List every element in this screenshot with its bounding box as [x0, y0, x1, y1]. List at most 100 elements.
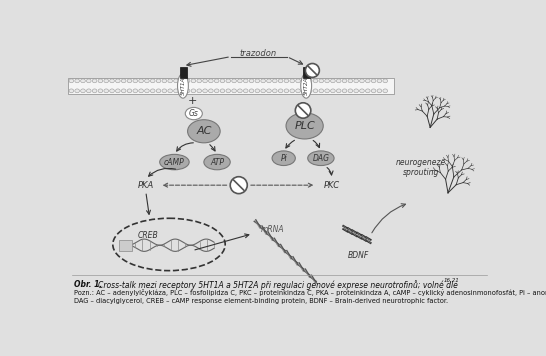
- Ellipse shape: [185, 108, 203, 120]
- Ellipse shape: [86, 89, 91, 93]
- Ellipse shape: [365, 79, 370, 83]
- Ellipse shape: [92, 79, 97, 83]
- Ellipse shape: [383, 89, 388, 93]
- Ellipse shape: [290, 89, 294, 93]
- Ellipse shape: [244, 89, 248, 93]
- Ellipse shape: [104, 89, 109, 93]
- Ellipse shape: [255, 79, 260, 83]
- Text: Gs: Gs: [189, 109, 199, 118]
- Text: BDNF: BDNF: [348, 251, 370, 260]
- Ellipse shape: [336, 89, 341, 93]
- Ellipse shape: [354, 89, 359, 93]
- Ellipse shape: [325, 89, 329, 93]
- Ellipse shape: [272, 79, 277, 83]
- Ellipse shape: [69, 89, 74, 93]
- Circle shape: [230, 177, 247, 194]
- Ellipse shape: [226, 79, 230, 83]
- Text: +: +: [188, 96, 197, 106]
- Ellipse shape: [188, 120, 220, 143]
- Ellipse shape: [75, 89, 80, 93]
- Ellipse shape: [145, 79, 149, 83]
- Ellipse shape: [116, 89, 120, 93]
- Ellipse shape: [139, 79, 144, 83]
- Ellipse shape: [81, 79, 85, 83]
- Ellipse shape: [150, 79, 155, 83]
- Ellipse shape: [266, 89, 271, 93]
- Text: PKC: PKC: [324, 181, 340, 190]
- Ellipse shape: [249, 79, 254, 83]
- Ellipse shape: [354, 79, 359, 83]
- Ellipse shape: [215, 79, 219, 83]
- Text: 16,21: 16,21: [444, 278, 460, 283]
- Ellipse shape: [226, 89, 230, 93]
- Ellipse shape: [342, 89, 347, 93]
- Ellipse shape: [255, 89, 260, 93]
- Ellipse shape: [307, 89, 312, 93]
- Ellipse shape: [371, 89, 376, 93]
- Ellipse shape: [284, 89, 289, 93]
- Ellipse shape: [330, 89, 335, 93]
- Ellipse shape: [133, 79, 138, 83]
- Ellipse shape: [92, 89, 97, 93]
- Bar: [68, 78, 394, 94]
- Ellipse shape: [307, 79, 312, 83]
- Text: PKA: PKA: [138, 181, 154, 190]
- Text: mRNA: mRNA: [260, 225, 284, 234]
- Ellipse shape: [325, 79, 329, 83]
- Ellipse shape: [180, 89, 184, 93]
- Bar: [303, 67, 310, 78]
- Ellipse shape: [360, 89, 364, 93]
- Ellipse shape: [296, 79, 300, 83]
- Text: DAG – diacylglycerol, CREB – cAMP response element-binding protein, BDNF – Brain: DAG – diacylglycerol, CREB – cAMP respon…: [74, 298, 449, 304]
- Text: PLC: PLC: [294, 121, 315, 131]
- Ellipse shape: [127, 89, 132, 93]
- Circle shape: [295, 103, 311, 118]
- Circle shape: [305, 63, 319, 77]
- Ellipse shape: [220, 89, 225, 93]
- Bar: [120, 240, 132, 251]
- Ellipse shape: [104, 79, 109, 83]
- Ellipse shape: [348, 79, 353, 83]
- Ellipse shape: [156, 79, 161, 83]
- Ellipse shape: [203, 79, 207, 83]
- Ellipse shape: [249, 89, 254, 93]
- Ellipse shape: [185, 89, 190, 93]
- Ellipse shape: [272, 89, 277, 93]
- Ellipse shape: [261, 89, 265, 93]
- Ellipse shape: [232, 79, 236, 83]
- Ellipse shape: [313, 89, 318, 93]
- Ellipse shape: [377, 89, 382, 93]
- Ellipse shape: [313, 79, 318, 83]
- Ellipse shape: [110, 89, 114, 93]
- Text: Obr. 1.: Obr. 1.: [74, 280, 105, 289]
- Ellipse shape: [98, 89, 103, 93]
- Text: 5HT1A: 5HT1A: [180, 77, 186, 95]
- Ellipse shape: [139, 89, 144, 93]
- Bar: [180, 67, 187, 78]
- Text: Pi: Pi: [280, 154, 287, 163]
- Ellipse shape: [290, 79, 294, 83]
- Ellipse shape: [261, 79, 265, 83]
- Ellipse shape: [319, 79, 324, 83]
- Ellipse shape: [177, 74, 188, 98]
- Ellipse shape: [116, 79, 120, 83]
- Ellipse shape: [278, 79, 283, 83]
- Ellipse shape: [284, 79, 289, 83]
- Ellipse shape: [75, 79, 80, 83]
- Ellipse shape: [127, 79, 132, 83]
- Ellipse shape: [197, 79, 201, 83]
- Text: AC: AC: [196, 126, 211, 136]
- Ellipse shape: [150, 89, 155, 93]
- Ellipse shape: [266, 79, 271, 83]
- Ellipse shape: [145, 89, 149, 93]
- Ellipse shape: [162, 89, 167, 93]
- Ellipse shape: [110, 79, 114, 83]
- Text: CREB: CREB: [138, 231, 159, 241]
- Ellipse shape: [203, 89, 207, 93]
- Ellipse shape: [168, 89, 173, 93]
- Ellipse shape: [342, 79, 347, 83]
- Ellipse shape: [133, 89, 138, 93]
- Ellipse shape: [296, 89, 300, 93]
- Ellipse shape: [238, 79, 242, 83]
- Ellipse shape: [215, 89, 219, 93]
